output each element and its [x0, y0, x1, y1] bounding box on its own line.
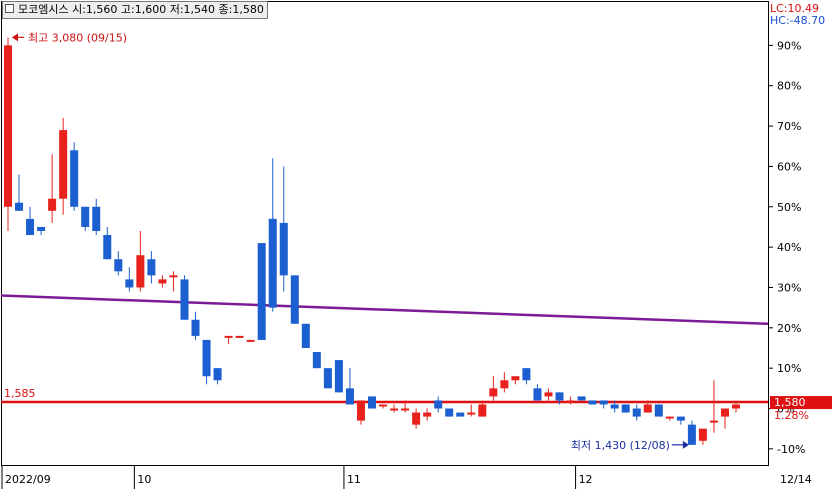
candle-body	[279, 222, 288, 276]
candle-body	[290, 275, 299, 324]
candle-body	[720, 408, 729, 417]
candle-body	[257, 243, 266, 340]
candle-body	[147, 259, 156, 276]
stock-name: 모코엠시스	[18, 3, 69, 16]
candle-body	[599, 400, 608, 405]
candle-body	[390, 408, 399, 411]
candle-body	[379, 404, 388, 407]
candle-body	[334, 360, 343, 393]
candle-body	[654, 404, 663, 417]
candle-body	[15, 202, 24, 211]
candle-body	[301, 323, 310, 348]
candle-body	[522, 368, 531, 381]
candle-body	[70, 150, 79, 207]
y-tick-label: 90%	[777, 39, 801, 52]
candle-body	[467, 412, 476, 415]
y-tick-label: -10%	[777, 443, 805, 456]
candle-body	[202, 339, 211, 377]
candle-body	[533, 388, 542, 401]
y-tick-label: 20%	[777, 322, 801, 335]
candle-body	[555, 392, 564, 401]
candle-body	[434, 400, 443, 409]
candle-body	[423, 412, 432, 417]
candle-body	[621, 404, 630, 413]
candle-body	[356, 400, 365, 421]
y-tick-label: 30%	[777, 281, 801, 294]
y-tick-label: 10%	[777, 362, 801, 375]
candle-body	[456, 412, 465, 417]
high-arrow-icon	[12, 33, 18, 42]
hc-label: HC:-48.70	[770, 14, 825, 27]
candle-body	[312, 352, 321, 369]
candle-body	[577, 396, 586, 401]
candle-body	[103, 235, 112, 260]
x-tick-label: 12	[579, 473, 593, 486]
candle-body	[48, 198, 57, 211]
y-tick-label: 60%	[777, 160, 801, 173]
candle-body	[643, 404, 652, 413]
candle-body	[345, 388, 354, 405]
candle-body	[665, 416, 674, 419]
high-label: 최고 3,080 (09/15)	[28, 31, 127, 44]
candle-body	[511, 376, 520, 381]
x-tick-label: 11	[347, 473, 361, 486]
ohlc-values: 시:1,560 고:1,600 저:1,540 종:1,580	[72, 3, 264, 16]
candle-body	[136, 255, 145, 288]
candle-body	[478, 404, 487, 417]
candle-body	[158, 279, 167, 284]
current-price-tag	[770, 396, 832, 410]
current-pct-label: 1.28%	[774, 409, 809, 422]
lc-label: LC:10.49	[770, 2, 819, 15]
stock-info-box: 모코엠시스 시:1,560 고:1,600 저:1,540 종:1,580	[2, 1, 268, 19]
low-arrow-icon	[682, 440, 689, 449]
y-tick-label: 80%	[777, 80, 801, 93]
candle-body	[26, 218, 35, 236]
y-tick-label: 70%	[777, 120, 801, 133]
candle-body	[709, 420, 718, 423]
candle-body	[114, 259, 123, 272]
y-tick-label: 50%	[777, 201, 801, 214]
trend-line	[0, 294, 769, 326]
candle-body	[445, 408, 454, 417]
candle-body	[489, 388, 498, 397]
candle-body	[632, 408, 641, 417]
candle-body	[588, 400, 597, 405]
candle-body	[92, 206, 101, 231]
candle-body	[500, 380, 509, 389]
candle-body	[191, 319, 200, 336]
x-tick-label: 10	[137, 473, 151, 486]
price-line-label: 1,585	[4, 387, 36, 400]
candle-body	[368, 396, 376, 409]
candle-body	[610, 404, 619, 409]
candle-body	[732, 404, 740, 409]
candle-body	[412, 412, 421, 425]
candle-body	[246, 339, 255, 342]
x-tick-label: 2022/09	[5, 473, 51, 486]
current-price-label: 1,580	[774, 396, 806, 409]
x-end-label: 12/14	[780, 473, 812, 486]
candle-body	[169, 275, 178, 278]
candle-body	[37, 226, 46, 231]
plot-frame	[1, 1, 769, 466]
candle-body	[401, 408, 410, 411]
candle-body	[235, 335, 244, 338]
candle-body	[81, 206, 90, 227]
candle-body	[687, 424, 696, 445]
candle-body	[4, 45, 12, 207]
y-tick-label: 40%	[777, 241, 801, 254]
candle-body	[125, 279, 134, 288]
candle-body	[59, 130, 68, 199]
candle-body	[213, 368, 222, 381]
checkbox-square-icon[interactable]	[5, 4, 14, 13]
candle-body	[566, 400, 575, 403]
candle-body	[544, 392, 553, 397]
candle-body	[698, 428, 707, 441]
candle-body	[268, 218, 277, 308]
candle-body	[180, 279, 189, 320]
low-label: 최저 1,430 (12/08)	[571, 439, 670, 452]
candle-body	[323, 368, 332, 389]
candle-body	[224, 335, 233, 338]
candle-body	[676, 416, 685, 421]
